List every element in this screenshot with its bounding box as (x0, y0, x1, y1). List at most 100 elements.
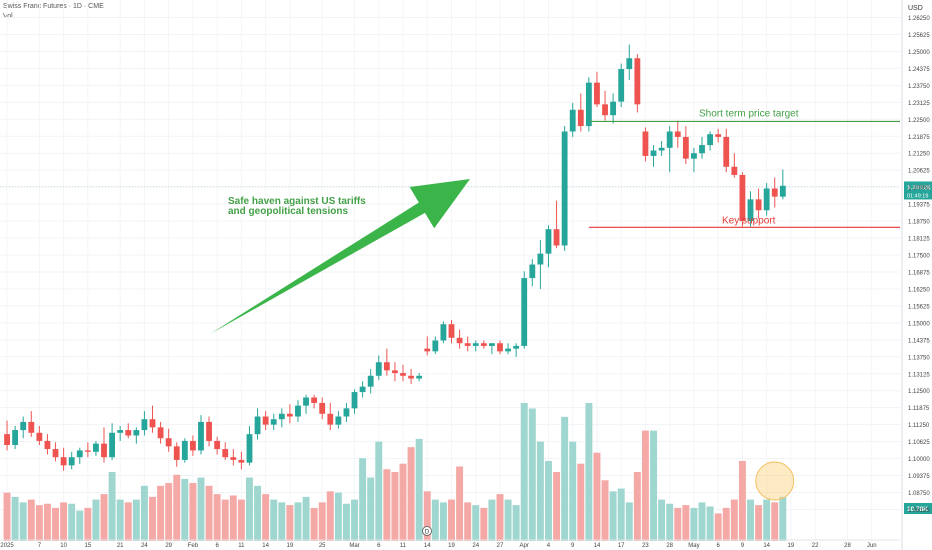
candle-body (359, 386, 366, 393)
candle-body (295, 405, 301, 417)
time-tick-label: 17 (618, 543, 625, 549)
volume-bar (569, 441, 577, 541)
candle-body (682, 136, 689, 159)
volume-title: Vol (3, 13, 13, 20)
candle-body (707, 134, 714, 146)
volume-bar (165, 483, 173, 541)
volume-bar (27, 499, 35, 541)
candle-body (488, 343, 495, 346)
volume-bar (254, 485, 262, 541)
volume-bar (100, 494, 108, 541)
candle-body (513, 345, 520, 349)
volume-bar (472, 505, 480, 541)
candle-body (674, 131, 681, 137)
volume-bar (593, 452, 601, 541)
volume-bars (3, 403, 787, 541)
volume-bar (124, 502, 132, 541)
candle-body (747, 199, 754, 222)
volume-bar (205, 485, 213, 541)
candle-body (553, 229, 560, 246)
candle-body (448, 324, 455, 338)
dividend-marker-icon[interactable] (422, 526, 432, 536)
candle-body (367, 375, 374, 387)
candle-body (561, 131, 568, 246)
volume-bar (488, 499, 496, 541)
support-label: Key support (722, 215, 776, 226)
volume-bar (448, 499, 455, 541)
candle-body (602, 104, 608, 116)
time-tick-label: 6 (377, 543, 381, 549)
candle-body (303, 397, 309, 406)
volume-bar (666, 503, 674, 541)
volume-bar (19, 502, 27, 541)
volume-highlight-circle-icon (755, 461, 795, 501)
volume-bar (747, 499, 754, 541)
time-tick-label: Feb (188, 543, 199, 549)
time-axis[interactable]: 2025 7 10 15 21 24 29 Feb 6 11 14 19 25 Mar 6 11 14 19 24 2… (0, 539, 900, 549)
volume-bar (496, 494, 504, 541)
volume-bar (706, 506, 714, 541)
currency-label: USD (908, 5, 923, 12)
volume-bar (399, 463, 407, 541)
price-tick-label: 1.12500 (908, 389, 930, 395)
candle-body (68, 457, 75, 466)
candle-body (319, 402, 326, 414)
price-tick-label: 1.13125 (908, 372, 930, 378)
candle-body (198, 421, 204, 451)
candle-body (286, 413, 293, 417)
candle-body (343, 408, 350, 417)
price-tick-label: 1.21250 (908, 152, 930, 158)
price-axis[interactable]: USD 10.78K 1.20025 01:49:19 1.08125 1.087… (901, 0, 932, 550)
time-tick-label: 19 (287, 543, 294, 549)
volume-bar (221, 499, 229, 541)
price-tick-label: 1.20000 (908, 186, 930, 192)
time-tick-label: 11 (238, 543, 245, 549)
volume-bar (771, 502, 779, 541)
volume-bar (262, 494, 270, 541)
volume-bar (3, 492, 11, 541)
candle-body (658, 147, 665, 151)
candle-body (739, 174, 746, 222)
volume-bar (722, 507, 730, 541)
candle-body (133, 430, 140, 436)
price-tick-label: 1.25000 (908, 50, 930, 56)
candle-body (246, 434, 253, 463)
candle-body (731, 166, 738, 175)
volume-bar (132, 499, 140, 541)
candle-body (84, 450, 91, 452)
time-tick-label: 21 (117, 543, 124, 549)
time-tick-label: 19 (448, 543, 455, 549)
time-tick-label: 9 (571, 543, 575, 549)
candle-body (383, 362, 390, 371)
candle-body (699, 145, 705, 154)
price-tick-label: 1.25625 (908, 33, 930, 39)
candle-body (109, 432, 116, 458)
up-right-arrow-icon (210, 179, 470, 334)
countdown-label: 01:49:19 (907, 193, 928, 199)
symbol-title: Swiss Franc Futures · 1D · CME (3, 3, 104, 10)
candle-body (472, 343, 479, 346)
candle-body (723, 136, 730, 167)
volume-bar (415, 438, 423, 541)
candle-body (93, 443, 99, 452)
candle-body (351, 392, 358, 409)
candle-body (634, 58, 641, 105)
narrative-line-2: and geopolitical tensions (228, 206, 348, 217)
volume-bar (609, 491, 617, 541)
volume-bar (334, 492, 342, 541)
volume-bar (310, 507, 318, 541)
candle-body (715, 134, 722, 137)
price-tick-label: 1.18750 (908, 220, 930, 226)
candle-body (432, 340, 439, 352)
volume-bar (504, 499, 512, 541)
candle-body (521, 278, 528, 346)
volume-bar (480, 507, 488, 541)
time-tick-label: 19 (788, 543, 795, 549)
candle-body (101, 443, 107, 458)
price-tick-label: 1.17500 (908, 254, 930, 260)
volume-bar (173, 474, 181, 541)
candle-body (618, 69, 625, 102)
price-tick-label: 1.15625 (908, 304, 930, 310)
volume-bar (76, 510, 84, 541)
